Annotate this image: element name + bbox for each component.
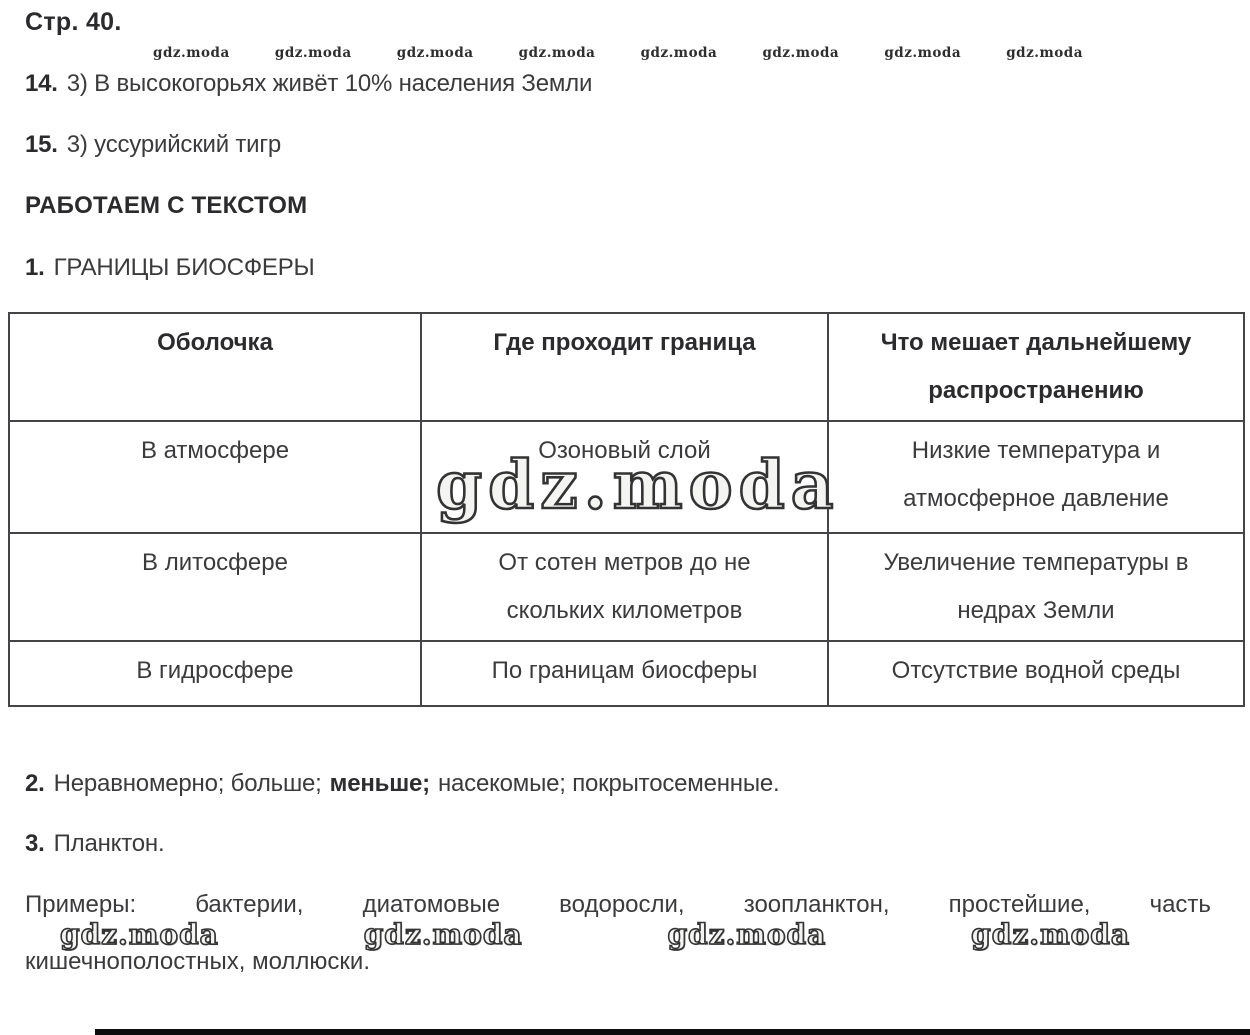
table-cell: В литосфере <box>8 532 422 642</box>
cell-line: В гидросфере <box>136 657 294 684</box>
gdz-moda-watermark: gdz.moda <box>363 917 523 952</box>
table-cell: В гидросфере <box>8 640 422 707</box>
cell-line: недрах Земли <box>957 597 1115 624</box>
gdz-moda-watermark: gdz.moda <box>762 45 840 61</box>
gdz-moda-watermark: gdz.moda <box>396 45 474 61</box>
table-header-boundary: Где проходит граница <box>420 312 829 422</box>
examples-word: зоопланктон, <box>743 891 890 918</box>
gdz-moda-watermark-large: gdz.moda <box>435 445 840 526</box>
table-header-row: Оболочка Где проходит граница Что мешает… <box>8 312 1245 422</box>
answer-3: 3. Планктон. <box>25 830 165 858</box>
cell-line: Увеличение температуры в <box>883 549 1189 576</box>
table-row-lithosphere: В литосфере От сотен метров до не скольк… <box>8 532 1245 642</box>
gdz-moda-watermark: gdz.moda <box>274 45 352 61</box>
answer-2-number: 2. <box>25 770 45 797</box>
gdz-moda-watermark: gdz.moda <box>667 917 827 952</box>
answer-2-text-2: насекомые; покрытосеменные. <box>437 770 780 797</box>
examples-word: водоросли, <box>559 891 685 918</box>
answer-2-text-bold: меньше; <box>329 770 430 797</box>
cell-line: атмосферное давление <box>903 485 1169 512</box>
answer-14: 14. 3) В высокогорьях живёт 10% населения… <box>25 70 592 98</box>
answer-3-number: 3. <box>25 830 45 857</box>
table-header-obstacle: Что мешает дальнейшему распространению <box>827 312 1245 422</box>
cell-line: скольких километров <box>506 597 743 624</box>
table-row-hydrosphere: В гидросфере По границам биосферы Отсутс… <box>8 640 1245 707</box>
examples-paragraph: Примеры: бактерии, диатомовые водоросли,… <box>25 891 1211 919</box>
table-cell: Отсутствие водной среды <box>827 640 1245 707</box>
cell-line: В атмосфере <box>140 437 290 464</box>
examples-word: диатомовые <box>362 891 501 918</box>
examples-word: часть <box>1149 891 1211 918</box>
biosphere-boundaries-table: Оболочка Где проходит граница Что мешает… <box>8 312 1245 707</box>
header-line: распространению <box>928 377 1144 404</box>
task-1-number: 1. <box>25 254 45 281</box>
gdz-moda-watermark: gdz.moda <box>970 917 1130 952</box>
cell-line: Отсутствие водной среды <box>891 657 1181 684</box>
answer-2-text-1: Неравномерно; больше; <box>53 770 322 797</box>
cell-line: В литосфере <box>142 549 288 576</box>
section-heading: РАБОТАЕМ С ТЕКСТОМ <box>25 192 308 219</box>
table-cell: В атмосфере <box>8 420 422 534</box>
header-line: Оболочка <box>157 329 273 356</box>
table-row-atmosphere: В атмосфере Озоновый слой Низкие темпера… <box>8 420 1245 534</box>
table-cell: Низкие температура и атмосферное давлени… <box>827 420 1245 534</box>
cell-line: По границам биосферы <box>491 657 758 684</box>
gdz-moda-watermark: gdz.moda <box>59 917 219 952</box>
answer-14-text: 3) В высокогорьях живёт 10% населения Зе… <box>66 70 593 97</box>
answer-3-text: Планктон. <box>53 830 165 857</box>
gdz-moda-watermark: gdz.moda <box>153 45 230 61</box>
header-line: Что мешает дальнейшему <box>880 329 1192 356</box>
gdz-moda-watermark: gdz.moda <box>884 45 962 61</box>
answer-14-number: 14. <box>25 70 58 97</box>
gdz-moda-watermark: gdz.moda <box>640 45 718 61</box>
header-line: Где проходит граница <box>493 329 756 356</box>
table-cell: Озоновый слой <box>420 420 829 534</box>
watermark-row-top: gdz.moda gdz.moda gdz.moda gdz.moda gdz.… <box>153 45 1083 61</box>
watermark-row-bottom: gdz.moda gdz.moda gdz.moda gdz.moda <box>59 917 1130 952</box>
table-cell: По границам биосферы <box>420 640 829 707</box>
examples-paragraph-tail: кишечнополостных, моллюски. <box>25 948 370 975</box>
task-1-text: ГРАНИЦЫ БИОСФЕРЫ <box>53 254 315 281</box>
cell-line: От сотен метров до не <box>498 549 751 576</box>
cell-line: Низкие температура и <box>911 437 1161 464</box>
examples-word: Примеры: <box>25 891 137 918</box>
answer-15-number: 15. <box>25 131 58 158</box>
examples-word: простейшие, <box>948 891 1091 918</box>
bottom-divider-bar <box>95 1029 1250 1035</box>
examples-word: бактерии, <box>195 891 304 918</box>
answer-15-text: 3) уссурийский тигр <box>66 131 282 158</box>
answer-15: 15. 3) уссурийский тигр <box>25 131 281 159</box>
page-title: Стр. 40. <box>25 8 122 36</box>
gdz-moda-watermark: gdz.moda <box>1006 45 1083 61</box>
table-cell: От сотен метров до не скольких километро… <box>420 532 829 642</box>
cell-line: Озоновый слой <box>538 437 711 464</box>
table-cell: Увеличение температуры в недрах Земли <box>827 532 1245 642</box>
task-1-title: 1. ГРАНИЦЫ БИОСФЕРЫ <box>25 254 315 282</box>
gdz-moda-watermark: gdz.moda <box>518 45 596 61</box>
table-header-shell: Оболочка <box>8 312 422 422</box>
answer-2: 2. Неравномерно; больше; меньше; насекомые;… <box>25 770 780 798</box>
